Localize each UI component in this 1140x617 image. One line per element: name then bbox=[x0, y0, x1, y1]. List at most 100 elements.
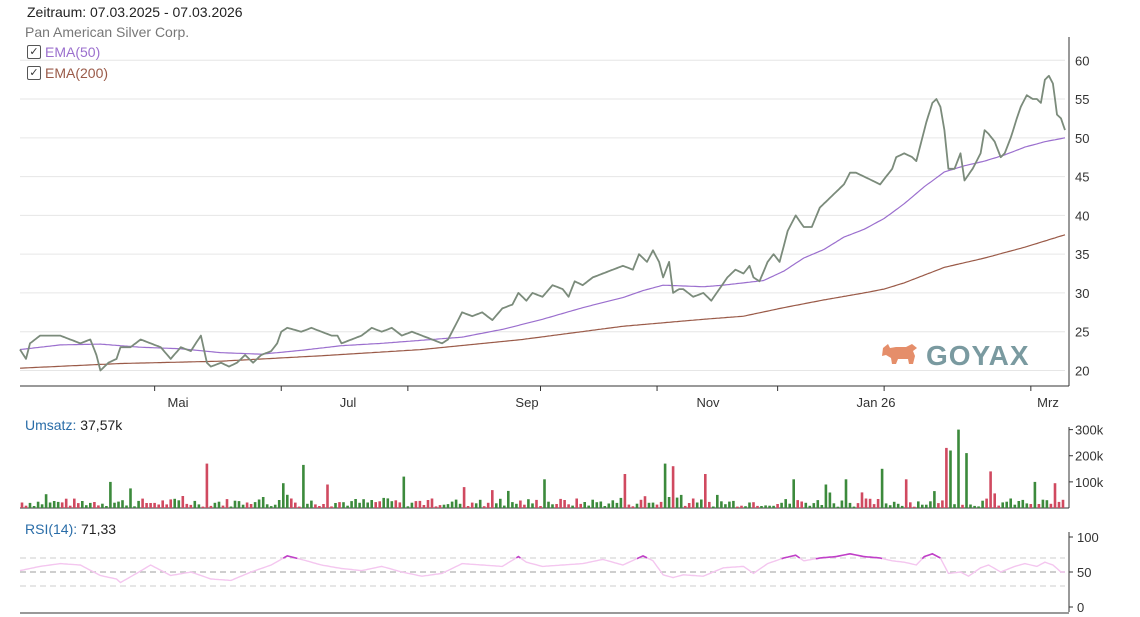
logo-text: GOYAX bbox=[926, 340, 1030, 371]
volume-bar bbox=[117, 501, 120, 508]
volume-bar bbox=[173, 498, 176, 508]
volume-bar bbox=[595, 502, 599, 508]
volume-bar bbox=[784, 499, 787, 508]
volume-bar bbox=[1001, 502, 1004, 508]
volume-bar bbox=[1049, 503, 1053, 508]
volume-bar bbox=[294, 502, 297, 508]
volume-bar bbox=[137, 500, 140, 508]
volume-bar bbox=[1061, 499, 1065, 508]
volume-bar bbox=[265, 504, 269, 508]
volume-bar bbox=[740, 505, 743, 508]
volume-bar bbox=[503, 505, 506, 508]
volume-bar bbox=[627, 504, 631, 508]
volume-bar bbox=[1009, 498, 1012, 508]
volume-bar bbox=[732, 500, 735, 508]
volume-bar bbox=[322, 504, 325, 508]
volume-bar bbox=[330, 506, 333, 508]
volume-bar bbox=[997, 505, 1000, 508]
volume-bar bbox=[40, 504, 44, 508]
volume-bar bbox=[527, 499, 530, 508]
volume-bar bbox=[273, 504, 277, 508]
goyax-logo: GOYAX bbox=[880, 340, 1030, 372]
volume-bar bbox=[1025, 503, 1029, 508]
rsi-overbought-segment bbox=[815, 552, 883, 560]
volume-bar bbox=[700, 499, 703, 508]
volume-bar bbox=[56, 501, 60, 508]
volume-bar bbox=[1029, 504, 1033, 508]
volume-bar bbox=[346, 505, 349, 508]
volume-tick-label: 300k bbox=[1075, 423, 1104, 438]
rsi-panel-label: RSI(14): 71,33 bbox=[25, 521, 116, 537]
volume-bar bbox=[852, 506, 856, 508]
volume-bar bbox=[547, 501, 550, 508]
volume-bar bbox=[848, 502, 852, 508]
volume-panel-label: Umsatz: 37,57k bbox=[25, 417, 122, 433]
volume-bar bbox=[28, 502, 32, 508]
volume-bar bbox=[933, 491, 936, 508]
rsi-overbought-segment bbox=[781, 554, 801, 560]
volume-bar bbox=[913, 506, 916, 508]
volume-bar bbox=[129, 488, 132, 508]
volume-bar bbox=[101, 503, 104, 508]
volume-bar bbox=[760, 506, 763, 508]
volume-bar bbox=[937, 503, 940, 508]
volume-bar bbox=[350, 501, 353, 508]
volume-bar bbox=[113, 502, 116, 508]
volume-bar bbox=[832, 503, 836, 508]
volume-bar bbox=[245, 502, 249, 508]
volume-bar bbox=[704, 474, 707, 508]
volume-value: 37,57k bbox=[80, 417, 123, 433]
volume-bar bbox=[768, 505, 771, 508]
x-tick-label: Mrz bbox=[1037, 395, 1059, 410]
volume-bar bbox=[334, 503, 337, 508]
volume-bar bbox=[105, 506, 108, 508]
volume-bar bbox=[68, 505, 72, 508]
volume-bar bbox=[804, 502, 808, 508]
volume-bar bbox=[639, 499, 643, 508]
volume-bar bbox=[177, 500, 181, 508]
ema200-series-line bbox=[19, 234, 1066, 369]
volume-bar bbox=[840, 500, 844, 508]
volume-bar bbox=[290, 498, 293, 508]
price-tick-label: 30 bbox=[1075, 286, 1089, 301]
legend-item-ema50[interactable]: ✓ EMA(50) bbox=[27, 44, 100, 60]
ema200-label: EMA(200) bbox=[45, 65, 109, 81]
volume-bar bbox=[551, 504, 554, 508]
volume-bar bbox=[229, 506, 233, 508]
volume-bar bbox=[310, 500, 313, 508]
volume-bar bbox=[619, 497, 623, 508]
volume-bar bbox=[462, 487, 466, 508]
volume-bar bbox=[752, 502, 755, 508]
rsi-tick-label: 0 bbox=[1077, 600, 1084, 615]
price-tick-label: 25 bbox=[1075, 325, 1089, 340]
x-tick-label: Jan 26 bbox=[856, 395, 895, 410]
volume-bar bbox=[957, 429, 960, 508]
volume-bar bbox=[197, 504, 201, 508]
volume-bar bbox=[655, 504, 659, 508]
volume-bar bbox=[418, 500, 422, 508]
volume-bar bbox=[125, 505, 128, 508]
volume-bar bbox=[491, 490, 494, 508]
volume-bar bbox=[876, 499, 880, 508]
rsi-overbought-segment bbox=[282, 555, 298, 560]
volume-tick-label: 100k bbox=[1075, 475, 1104, 490]
volume-bar bbox=[555, 504, 558, 508]
volume-bar bbox=[535, 499, 538, 508]
volume-bar bbox=[1037, 504, 1041, 508]
volume-bar bbox=[24, 505, 28, 508]
volume-bar bbox=[945, 447, 948, 508]
volume-bar bbox=[77, 503, 80, 508]
volume-bar bbox=[687, 503, 691, 508]
volume-tick-label: 200k bbox=[1075, 449, 1104, 464]
volume-bar bbox=[965, 453, 968, 508]
volume-bar bbox=[36, 501, 40, 508]
volume-bar bbox=[1053, 483, 1057, 508]
volume-bar bbox=[904, 479, 908, 508]
volume-bar bbox=[32, 506, 36, 508]
ema50-checkbox[interactable]: ✓ bbox=[27, 45, 41, 59]
ema200-checkbox[interactable]: ✓ bbox=[27, 66, 41, 80]
legend-item-ema200[interactable]: ✓ EMA(200) bbox=[27, 65, 108, 81]
volume-bar bbox=[519, 500, 522, 508]
volume-bar bbox=[286, 494, 289, 508]
